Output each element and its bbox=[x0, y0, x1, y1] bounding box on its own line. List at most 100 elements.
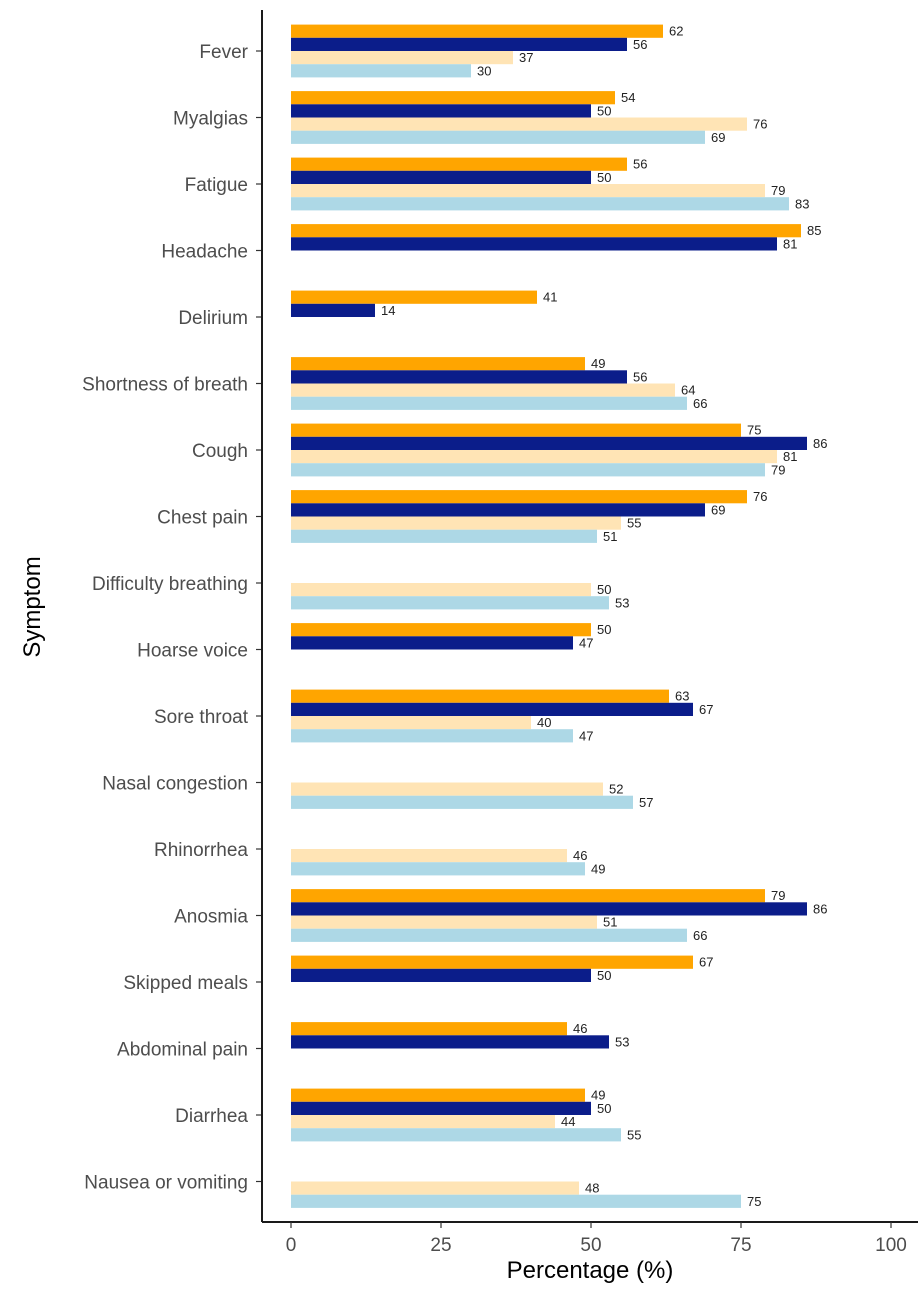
bar-fever-series-3 bbox=[291, 51, 513, 65]
category-label-hoarse-voice: Hoarse voice bbox=[137, 641, 248, 662]
bar-delirium-series-1 bbox=[291, 290, 537, 304]
data-label-chest-pain-series-1: 76 bbox=[753, 489, 767, 504]
data-label-myalgias-series-4: 69 bbox=[711, 130, 725, 145]
bar-skipped-meals-series-2 bbox=[291, 968, 591, 982]
category-label-anosmia: Anosmia bbox=[174, 907, 248, 928]
data-label-difficulty-breathing-series-3: 50 bbox=[597, 582, 611, 597]
x-axis: 0 25 50 75 100 bbox=[262, 1221, 918, 1256]
data-label-fatigue-series-3: 79 bbox=[771, 183, 785, 198]
category-label-fever: Fever bbox=[199, 42, 248, 63]
bar-shortness-of-breath-series-4 bbox=[291, 396, 687, 410]
data-label-sore-throat-series-2: 67 bbox=[699, 702, 713, 717]
bar-diarrhea-series-2 bbox=[291, 1101, 591, 1115]
bar-cough-series-3 bbox=[291, 450, 777, 464]
bar-nasal-congestion-series-3 bbox=[291, 782, 603, 796]
category-label-delirium: Delirium bbox=[178, 308, 248, 329]
data-label-headache-series-1: 85 bbox=[807, 223, 821, 238]
data-label-chest-pain-series-4: 51 bbox=[603, 529, 617, 544]
data-label-cough-series-4: 79 bbox=[771, 462, 785, 477]
x-tick-label-75: 75 bbox=[730, 1235, 751, 1256]
bar-shortness-of-breath-series-2 bbox=[291, 370, 627, 384]
bar-myalgias-series-2 bbox=[291, 104, 591, 118]
data-label-difficulty-breathing-series-4: 53 bbox=[615, 595, 629, 610]
bar-shortness-of-breath-series-3 bbox=[291, 383, 675, 397]
data-label-skipped-meals-series-1: 67 bbox=[699, 955, 713, 970]
category-label-diarrhea: Diarrhea bbox=[175, 1106, 248, 1127]
data-label-nausea-or-vomiting-series-4: 75 bbox=[747, 1194, 761, 1209]
data-label-nausea-or-vomiting-series-3: 48 bbox=[585, 1181, 599, 1196]
data-label-delirium-series-1: 41 bbox=[543, 290, 557, 305]
bar-rhinorrhea-series-3 bbox=[291, 849, 567, 863]
data-label-diarrhea-series-3: 44 bbox=[561, 1114, 575, 1129]
category-label-difficulty-breathing: Difficulty breathing bbox=[92, 574, 248, 595]
y-axis: Fever Myalgias Fatigue Headache Delirium Shor… bbox=[82, 10, 263, 1222]
category-label-rhinorrhea: Rhinorrhea bbox=[154, 840, 248, 861]
category-label-headache: Headache bbox=[161, 242, 248, 263]
category-label-abdominal-pain: Abdominal pain bbox=[117, 1040, 248, 1061]
x-tick-label-0: 0 bbox=[286, 1235, 297, 1256]
category-label-nausea-or-vomiting: Nausea or vomiting bbox=[84, 1173, 248, 1194]
x-axis-title: Percentage (%) bbox=[507, 1257, 674, 1284]
data-label-myalgias-series-1: 54 bbox=[621, 90, 635, 105]
bar-anosmia-series-3 bbox=[291, 915, 597, 929]
x-tick-label-100: 100 bbox=[875, 1235, 907, 1256]
bar-fatigue-series-4 bbox=[291, 197, 789, 211]
data-label-nasal-congestion-series-3: 52 bbox=[609, 782, 623, 797]
data-label-cough-series-1: 75 bbox=[747, 423, 761, 438]
category-label-nasal-congestion: Nasal congestion bbox=[102, 774, 248, 795]
data-label-myalgias-series-2: 50 bbox=[597, 103, 611, 118]
bar-diarrhea-series-3 bbox=[291, 1115, 555, 1129]
bar-myalgias-series-4 bbox=[291, 130, 705, 144]
category-label-skipped-meals: Skipped meals bbox=[123, 973, 248, 994]
data-label-rhinorrhea-series-3: 46 bbox=[573, 848, 587, 863]
bar-abdominal-pain-series-1 bbox=[291, 1022, 567, 1036]
bar-fever-series-4 bbox=[291, 64, 471, 78]
bar-chest-pain-series-3 bbox=[291, 516, 621, 530]
bar-cough-series-4 bbox=[291, 463, 765, 477]
bar-cough-series-2 bbox=[291, 436, 807, 450]
data-label-diarrhea-series-2: 50 bbox=[597, 1101, 611, 1116]
category-label-shortness-of-breath: Shortness of breath bbox=[82, 375, 248, 396]
bar-sore-throat-series-1 bbox=[291, 689, 669, 703]
data-label-fever-series-4: 30 bbox=[477, 63, 491, 78]
bar-nausea-or-vomiting-series-4 bbox=[291, 1194, 741, 1208]
data-label-shortness-of-breath-series-4: 66 bbox=[693, 396, 707, 411]
data-label-fever-series-2: 56 bbox=[633, 37, 647, 52]
bar-sore-throat-series-4 bbox=[291, 729, 573, 743]
bar-fatigue-series-1 bbox=[291, 157, 627, 171]
bar-anosmia-series-2 bbox=[291, 902, 807, 916]
category-label-cough: Cough bbox=[192, 441, 248, 462]
bar-myalgias-series-1 bbox=[291, 91, 615, 105]
data-label-chest-pain-series-3: 55 bbox=[627, 516, 641, 531]
bar-nausea-or-vomiting-series-3 bbox=[291, 1181, 579, 1195]
data-label-cough-series-3: 81 bbox=[783, 449, 797, 464]
bar-hoarse-voice-series-2 bbox=[291, 636, 573, 650]
bar-fever-series-2 bbox=[291, 37, 627, 51]
data-label-fever-series-3: 37 bbox=[519, 50, 533, 65]
bar-fatigue-series-2 bbox=[291, 170, 591, 184]
bar-headache-series-1 bbox=[291, 224, 801, 238]
data-label-shortness-of-breath-series-2: 56 bbox=[633, 369, 647, 384]
category-label-chest-pain: Chest pain bbox=[157, 508, 248, 529]
bar-diarrhea-series-4 bbox=[291, 1128, 621, 1142]
data-label-delirium-series-2: 14 bbox=[381, 303, 395, 318]
bar-fever-series-1 bbox=[291, 24, 663, 38]
bar-diarrhea-series-1 bbox=[291, 1088, 585, 1102]
data-label-anosmia-series-4: 66 bbox=[693, 928, 707, 943]
data-label-chest-pain-series-2: 69 bbox=[711, 502, 725, 517]
bar-cough-series-1 bbox=[291, 423, 741, 437]
data-labels-layer: 6256373054507669565079838581411449566466… bbox=[381, 24, 827, 1209]
data-label-diarrhea-series-1: 49 bbox=[591, 1088, 605, 1103]
data-label-anosmia-series-2: 86 bbox=[813, 901, 827, 916]
bars-layer bbox=[291, 24, 807, 1208]
category-label-sore-throat: Sore throat bbox=[154, 707, 249, 728]
data-label-hoarse-voice-series-2: 47 bbox=[579, 635, 593, 650]
bar-nasal-congestion-series-4 bbox=[291, 795, 633, 809]
data-label-fatigue-series-1: 56 bbox=[633, 157, 647, 172]
data-label-abdominal-pain-series-2: 53 bbox=[615, 1034, 629, 1049]
data-label-sore-throat-series-1: 63 bbox=[675, 689, 689, 704]
bar-difficulty-breathing-series-4 bbox=[291, 596, 609, 610]
bar-delirium-series-2 bbox=[291, 303, 375, 317]
data-label-headache-series-2: 81 bbox=[783, 236, 797, 251]
